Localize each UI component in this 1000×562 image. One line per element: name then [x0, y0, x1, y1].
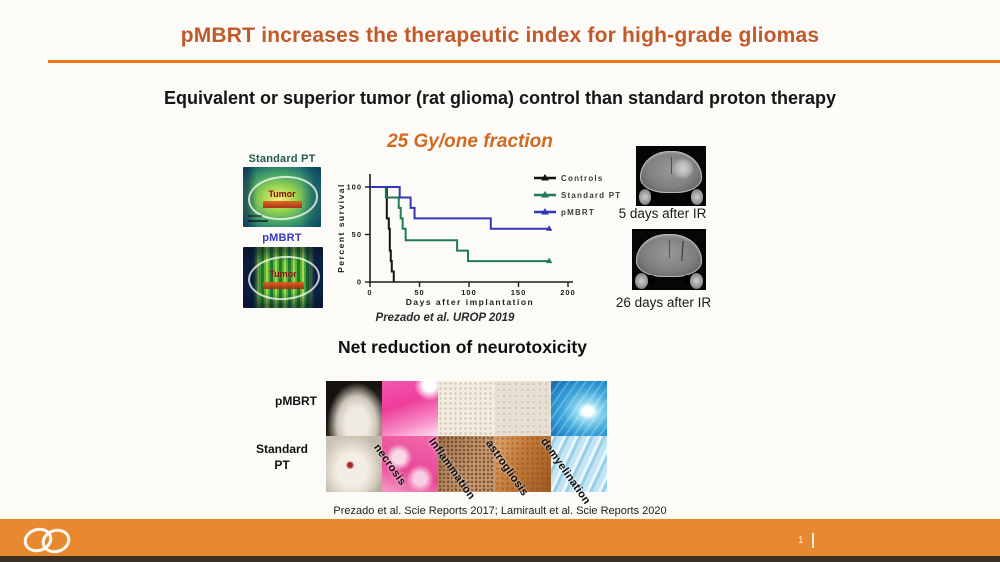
page-number: 1 — [798, 533, 814, 548]
series-end-marker — [545, 257, 553, 264]
legend-label: Standard PT — [561, 191, 621, 200]
histology-image-standardpt-necrosis — [382, 436, 439, 492]
series-controls — [370, 186, 395, 282]
legend-marker — [541, 174, 549, 181]
histology-image-standardpt-inflammation — [438, 436, 495, 492]
histology-image-standardpt-astrogliosis — [494, 436, 551, 492]
brain-section — [640, 151, 702, 194]
ear-canal — [683, 275, 690, 284]
rings-logo-icon — [23, 527, 71, 554]
x-tick-label: 200 — [560, 288, 576, 297]
high-dose-band — [263, 281, 304, 290]
histology-image-pmbrt-inflammation — [438, 381, 495, 436]
muscle-tissue — [690, 189, 704, 205]
colorbar-mark — [247, 214, 262, 217]
brain-midline — [670, 157, 672, 175]
mri-5-days-image — [636, 146, 706, 206]
legend-label: Controls — [561, 174, 604, 183]
chart-citation: Prezado et al. UROP 2019 — [375, 312, 515, 324]
histology-image-pmbrt-rat — [326, 381, 383, 436]
mri-caption-26-days: 26 days after IR — [615, 295, 712, 310]
page-number-separator — [811, 533, 814, 548]
x-tick-label: 50 — [414, 288, 424, 297]
y-axis-label: Percent survival — [336, 183, 346, 273]
pmbrt-dose-image: Tumor — [243, 247, 323, 308]
x-tick-label: 0 — [367, 288, 372, 297]
neurotoxicity-heading: Net reduction of neurotoxicity — [338, 337, 587, 357]
ear-canal — [684, 191, 691, 200]
title-divider — [48, 60, 1000, 63]
muscle-tissue — [689, 272, 704, 289]
slide-subtitle: Equivalent or superior tumor (rat glioma… — [163, 88, 837, 108]
histology-image-pmbrt-astrogliosis — [494, 381, 551, 436]
x-axis-label: Days after implantation — [406, 297, 535, 307]
muscle-tissue — [634, 272, 649, 289]
page-number-value: 1 — [798, 535, 804, 546]
x-tick-label: 100 — [461, 288, 477, 297]
histology-row-label-standard-pt: Standard PT — [255, 442, 308, 473]
x-tick-label: 150 — [511, 288, 527, 297]
y-tick-label: 50 — [352, 230, 362, 239]
histology-image-pmbrt-demyelination — [550, 381, 607, 436]
mri-26-days-image — [632, 229, 706, 290]
brain-midline — [668, 240, 670, 258]
legend-marker — [541, 191, 549, 198]
standard-pt-label: Standard PT — [248, 153, 316, 165]
bottom-citation: Prezado et al. Scie Reports 2017; Lamira… — [333, 505, 667, 517]
histology-grid — [326, 381, 607, 492]
y-tick-label: 0 — [357, 278, 362, 287]
histology-image-standardpt-rat — [326, 436, 383, 492]
dose-fraction-label: 25 Gy/one fraction — [387, 131, 553, 152]
standard-pt-dose-image: Tumor — [243, 167, 321, 227]
colorbar-mark — [247, 220, 268, 223]
histology-row-label-pmbrt: pMBRT — [275, 394, 317, 408]
scar-line — [681, 241, 685, 261]
pmbrt-label: pMBRT — [262, 232, 302, 244]
series-standard-pt — [370, 186, 550, 263]
mri-caption-5-days: 5 days after IR — [618, 206, 707, 221]
histology-image-pmbrt-necrosis — [382, 381, 439, 436]
ear-canal — [651, 191, 658, 200]
tumor-label: Tumor — [269, 268, 297, 279]
legend-label: pMBRT — [561, 208, 595, 217]
legend-marker — [541, 208, 549, 215]
survival-chart: 0 50 100 0 50 100 150 200 Percent survival Days a… — [336, 174, 621, 307]
slide-title: pMBRT increases the therapeutic index fo… — [180, 24, 820, 47]
high-dose-band — [262, 201, 303, 209]
footer-bar — [0, 519, 1000, 556]
histology-image-standardpt-demyelination — [550, 436, 607, 492]
tumor-label: Tumor — [268, 188, 296, 199]
series-pmbrt — [370, 186, 550, 230]
footer-bottom-strip — [0, 556, 1000, 562]
brain-section — [636, 234, 702, 278]
muscle-tissue — [638, 189, 652, 205]
series-end-marker — [545, 225, 553, 231]
tumor-region — [672, 158, 695, 180]
y-tick-label: 100 — [346, 183, 362, 192]
ear-canal — [648, 275, 655, 284]
